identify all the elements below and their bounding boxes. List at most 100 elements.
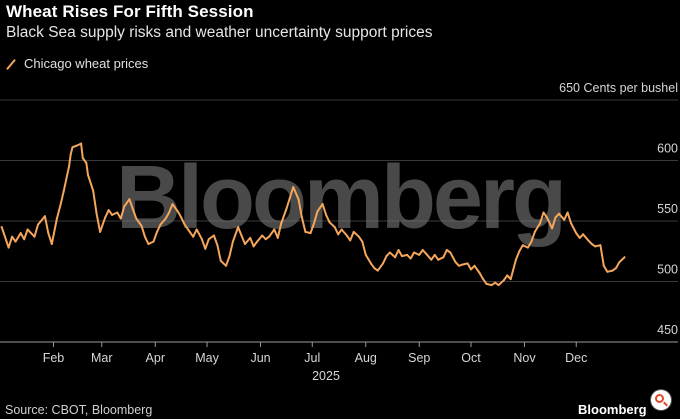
data-point-2025-07-25 bbox=[352, 230, 355, 233]
data-point-2025-12-10 bbox=[590, 243, 593, 245]
data-point-2025-03-26 bbox=[143, 235, 146, 238]
data-point-2025-03-14 bbox=[123, 205, 126, 208]
data-point-2025-12-29 bbox=[623, 256, 626, 259]
data-point-2025-02-17 bbox=[80, 142, 83, 145]
data-point-2025-07-23 bbox=[349, 239, 352, 242]
data-point-2025-06-11 bbox=[276, 236, 279, 239]
zoom-in-icon[interactable] bbox=[651, 390, 671, 410]
data-point-2025-01-15 bbox=[23, 238, 26, 241]
data-point-2025-08-20 bbox=[397, 249, 400, 251]
data-point-2025-03-10 bbox=[116, 211, 119, 214]
data-point-2025-02-10 bbox=[68, 165, 70, 168]
data-point-2025-02-26 bbox=[95, 212, 98, 215]
data-point-2025-12-24 bbox=[614, 267, 617, 270]
data-point-2025-10-22 bbox=[506, 274, 509, 277]
data-point-2025-11-07 bbox=[533, 230, 536, 233]
data-point-2025-05-14 bbox=[228, 255, 231, 258]
data-point-2025-01-10 bbox=[14, 240, 17, 243]
data-point-2025-12-01 bbox=[575, 232, 578, 235]
data-point-2025-01-13 bbox=[19, 232, 22, 235]
data-point-2025-04-14 bbox=[176, 210, 179, 213]
series-points bbox=[0, 142, 626, 287]
data-point-2025-01-23 bbox=[37, 223, 39, 226]
data-point-2025-03-28 bbox=[147, 243, 150, 245]
data-point-2025-01-17 bbox=[26, 228, 29, 231]
data-point-2025-11-12 bbox=[542, 211, 545, 214]
data-point-2025-11-24 bbox=[563, 218, 566, 221]
data-point-2025-03-03 bbox=[104, 216, 107, 219]
data-point-2025-08-27 bbox=[409, 257, 412, 260]
data-point-2025-09-12 bbox=[437, 258, 440, 261]
chart-subtitle: Black Sea supply risks and weather uncer… bbox=[6, 24, 433, 41]
brand-label: Bloomberg bbox=[578, 402, 647, 417]
data-point-2025-12-12 bbox=[594, 245, 597, 248]
x-tick-label-jun: Jun bbox=[250, 351, 270, 365]
data-point-2025-03-17 bbox=[128, 198, 131, 201]
data-point-2025-05-05 bbox=[212, 234, 215, 237]
legend-label: Chicago wheat prices bbox=[24, 56, 149, 71]
data-point-2025-05-28 bbox=[252, 245, 255, 248]
legend: Chicago wheat prices bbox=[6, 56, 148, 71]
data-point-2025-10-01 bbox=[470, 268, 472, 271]
data-point-2025-02-07 bbox=[62, 189, 65, 192]
data-point-2025-10-31 bbox=[521, 244, 524, 247]
data-point-2025-07-18 bbox=[340, 228, 343, 231]
data-point-2025-09-08 bbox=[430, 258, 433, 261]
data-point-2025-07-04 bbox=[316, 210, 319, 213]
y-tick-label-600: 600 bbox=[657, 142, 678, 156]
x-tick-label-may: May bbox=[195, 351, 219, 365]
data-point-2025-12-26 bbox=[618, 261, 621, 264]
data-point-2025-10-08 bbox=[482, 278, 485, 281]
data-point-2025-09-22 bbox=[454, 261, 457, 264]
data-point-2025-09-19 bbox=[449, 251, 452, 254]
data-point-2025-08-22 bbox=[401, 255, 403, 258]
data-point-2025-08-15 bbox=[388, 251, 391, 254]
data-point-2025-04-16 bbox=[180, 216, 183, 219]
data-point-2025-11-26 bbox=[566, 211, 569, 214]
data-point-2025-10-17 bbox=[497, 284, 500, 287]
data-point-2025-07-21 bbox=[345, 234, 348, 237]
data-point-2025-03-07 bbox=[111, 213, 114, 216]
data-point-2025-08-18 bbox=[394, 256, 397, 259]
data-point-2025-05-02 bbox=[207, 238, 210, 241]
data-point-2025-08-25 bbox=[406, 253, 409, 256]
data-point-2025-10-27 bbox=[514, 258, 517, 261]
data-point-2025-06-06 bbox=[268, 235, 271, 238]
data-point-2025-04-07 bbox=[164, 217, 167, 220]
data-point-2025-10-13 bbox=[490, 284, 493, 287]
data-point-2025-12-08 bbox=[587, 239, 590, 242]
data-point-2025-02-14 bbox=[74, 145, 77, 147]
data-point-2025-11-28 bbox=[570, 222, 573, 225]
data-point-2025-06-04 bbox=[264, 238, 267, 241]
y-tick-label-550: 550 bbox=[657, 202, 678, 216]
data-point-2025-02-12 bbox=[71, 146, 74, 149]
data-point-2025-01-21 bbox=[33, 235, 36, 238]
data-point-2025-05-12 bbox=[225, 264, 227, 267]
data-point-2025-06-23 bbox=[297, 198, 300, 201]
x-tick-label-feb: Feb bbox=[43, 351, 65, 365]
data-point-2025-03-05 bbox=[107, 209, 110, 212]
data-point-2025-01-27 bbox=[43, 215, 46, 218]
x-axis-year-label: 2025 bbox=[312, 369, 340, 383]
data-point-2025-03-31 bbox=[152, 240, 155, 243]
data-point-2025-10-24 bbox=[509, 278, 512, 281]
data-point-2025-06-09 bbox=[273, 228, 276, 231]
data-point-2025-03-19 bbox=[131, 207, 134, 210]
data-point-2025-05-23 bbox=[244, 243, 246, 245]
data-point-2025-01-31 bbox=[50, 243, 53, 245]
data-point-2025-04-30 bbox=[204, 247, 207, 250]
data-point-2025-04-04 bbox=[159, 223, 162, 226]
data-point-2025-06-25 bbox=[300, 216, 303, 219]
data-point-2025-08-08 bbox=[376, 269, 379, 272]
x-tick-label-apr: Apr bbox=[146, 351, 165, 365]
data-point-2025-09-26 bbox=[461, 263, 464, 266]
data-point-2025-07-28 bbox=[357, 235, 360, 238]
data-point-2025-09-24 bbox=[457, 264, 460, 267]
data-point-2025-06-13 bbox=[280, 222, 283, 225]
data-point-2025-11-21 bbox=[558, 212, 560, 215]
data-point-2025-12-15 bbox=[599, 244, 602, 247]
data-point-2025-04-09 bbox=[168, 211, 171, 214]
data-point-2025-08-06 bbox=[373, 267, 376, 270]
data-point-2025-05-19 bbox=[237, 226, 240, 229]
